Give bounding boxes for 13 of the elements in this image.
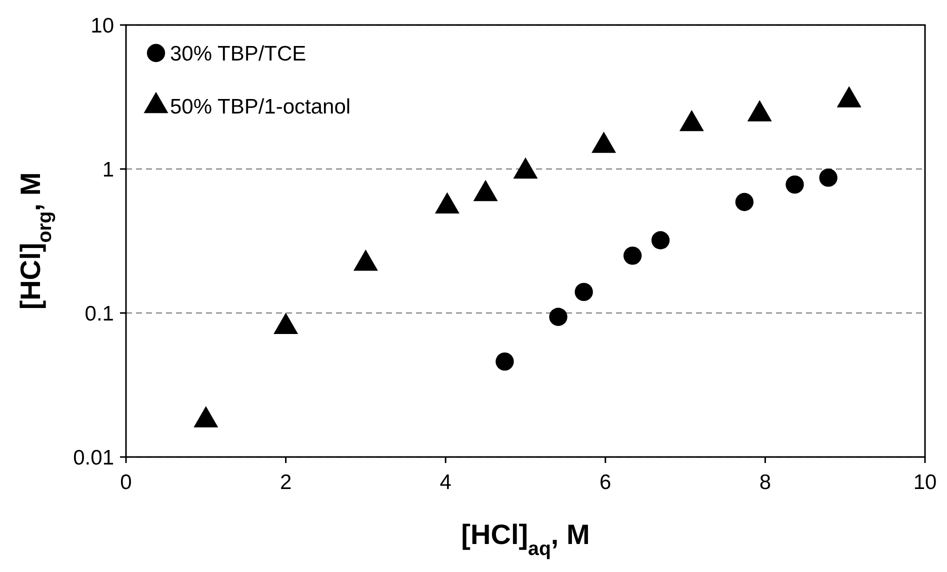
x-axis-title: [HCl]$_{aq}$, M — [461, 519, 590, 560]
x-tick-label: 0 — [120, 471, 132, 494]
x-tick-label: 6 — [600, 471, 612, 494]
y-tick-label: 0.01 — [73, 446, 114, 470]
y-tick-label: 0.1 — [84, 302, 114, 326]
x-tick-label: 10 — [913, 471, 937, 494]
y-tick-label: 1 — [102, 158, 114, 182]
x-tick-label: 4 — [440, 471, 452, 494]
y-tick-label: 10 — [90, 14, 114, 38]
legend-label: 50% TBP/1-octanol — [170, 95, 351, 118]
x-tick-label: 2 — [280, 471, 292, 494]
legend-label: 30% TBP/TCE — [170, 42, 306, 66]
x-tick-label: 8 — [759, 471, 772, 494]
